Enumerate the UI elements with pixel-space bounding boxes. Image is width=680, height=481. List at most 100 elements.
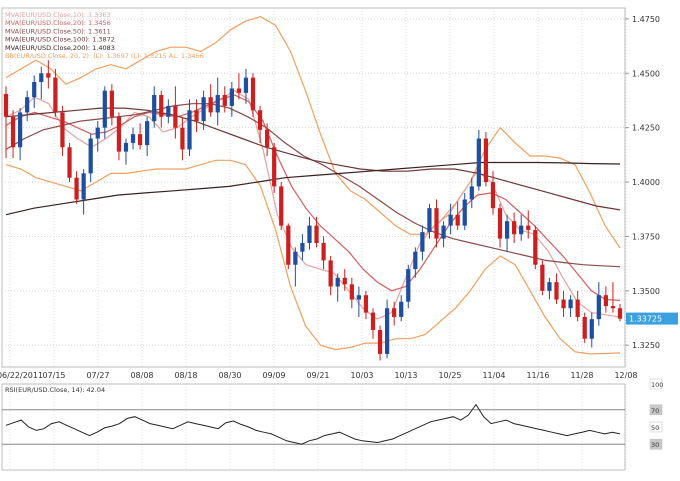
y-tick-label: 1.4500 — [632, 69, 660, 78]
candle-body — [166, 105, 171, 117]
candle-body — [377, 330, 383, 354]
candle-body — [307, 225, 312, 243]
x-tick-label: 08/08 — [130, 371, 153, 380]
candle-body — [3, 93, 9, 117]
ma-line-mva10 — [5, 89, 621, 320]
rsi-tick-label: 30 — [651, 441, 659, 449]
candle-body — [582, 316, 587, 339]
candle-body — [434, 208, 439, 239]
rsi-tick-label: 70 — [651, 407, 659, 415]
y-tick-label: 1.4000 — [632, 178, 660, 187]
candle-body — [370, 312, 376, 331]
candle-body — [603, 295, 609, 307]
price-candles — [3, 60, 623, 361]
candle-body — [286, 225, 291, 265]
y-tick-label: 1.3750 — [632, 232, 660, 241]
candle-body — [504, 221, 510, 239]
candle-body — [526, 225, 531, 230]
candle-body — [159, 95, 164, 117]
rsi-panel: 30 50 70 100 RSI(EUR/USD.Close, 14): 42.04 — [1, 378, 663, 471]
candle-body — [533, 229, 538, 265]
candle-body — [74, 177, 79, 200]
x-tick-label: 10/13 — [394, 371, 417, 380]
candle-body — [413, 251, 418, 270]
rsi-tick-box — [649, 421, 663, 433]
candle-body — [201, 97, 206, 122]
candle-body — [215, 95, 220, 113]
candle-body — [257, 110, 263, 130]
x-tick-label: 09/21 — [306, 371, 329, 380]
y-tick-label: 1.4750 — [632, 15, 660, 24]
candle-body — [265, 129, 270, 148]
legend-entry: MVA(EUR/USD.Close,10): 1.3363 — [5, 11, 111, 19]
x-tick-label: 06/22/2011 — [0, 371, 43, 380]
candle-body — [483, 138, 489, 183]
bollinger-upper-line — [5, 16, 621, 249]
candle-body — [81, 173, 86, 200]
candle-body — [53, 77, 58, 113]
price-plot-frame — [1, 7, 626, 368]
candle-body — [243, 77, 249, 93]
ma-line-mva100 — [5, 107, 621, 211]
x-tick-label: 11/04 — [482, 371, 505, 380]
rsi-tick-box — [649, 438, 663, 450]
candle-body — [180, 127, 185, 150]
candle-body — [392, 308, 397, 317]
last-price-tag — [626, 312, 678, 325]
candle-body — [575, 299, 580, 317]
price-legend: MVA(EUR/USD.Close,10): 1.3363 MVA(EUR/USD… — [5, 11, 204, 60]
candle-body — [441, 225, 446, 239]
candle-body — [512, 221, 517, 235]
candle-body — [300, 242, 305, 252]
candle-body — [448, 214, 453, 226]
x-tick-label: 08/18 — [174, 371, 197, 380]
candle-body — [173, 105, 178, 128]
candle-body — [335, 277, 340, 287]
candle-body — [95, 127, 100, 139]
candle-body — [25, 97, 30, 113]
price-axis: 1.3250 1.3500 1.3750 1.4000 1.4250 1.4500 1.47… — [625, 15, 678, 350]
y-tick-label: 1.4250 — [632, 124, 660, 133]
x-tick-label: 09/09 — [262, 371, 285, 380]
rsi-tick-label: 100 — [651, 381, 663, 389]
candle-body — [617, 308, 623, 319]
candle-body — [145, 121, 150, 146]
candle-body — [519, 225, 524, 235]
candle-body — [116, 116, 122, 152]
candle-body — [328, 260, 333, 287]
candle-body — [497, 208, 503, 239]
rsi-tick-label: 50 — [651, 424, 659, 432]
candle-body — [321, 242, 326, 261]
candle-body — [540, 264, 545, 291]
legend-entry: MVA(EUR/USD.Close,200): 1.4083 — [5, 44, 115, 52]
candle-body — [187, 110, 192, 150]
candle-body — [17, 112, 23, 148]
candle-body — [130, 134, 136, 143]
rsi-title: RSI(EUR/USD.Close, 14): 42.04 — [5, 386, 105, 394]
candle-body — [596, 295, 601, 320]
ma-line-mva200 — [5, 161, 621, 216]
candle-body — [222, 95, 227, 106]
candle-body — [462, 199, 467, 226]
candle-body — [384, 308, 390, 354]
candle-body — [476, 138, 481, 187]
candle-body — [88, 138, 93, 174]
candle-body — [137, 134, 143, 146]
rsi-tick-box — [649, 378, 663, 390]
candle-body — [32, 81, 37, 98]
x-tick-label: 10/25 — [438, 371, 461, 380]
candle-body — [554, 282, 559, 300]
candle-body — [250, 77, 256, 111]
y-tick-label: 1.3250 — [632, 341, 660, 350]
candle-body — [236, 88, 242, 93]
last-price-label: 1.33725 — [629, 315, 662, 324]
x-axis: 06/22/2011 07/15 07/27 08/08 08/18 08/30 09/09… — [0, 371, 638, 380]
candle-body — [279, 186, 284, 226]
x-tick-label: 07/27 — [86, 371, 109, 380]
candle-body — [363, 295, 369, 313]
x-tick-label: 11/16 — [526, 371, 549, 380]
price-series — [5, 16, 621, 355]
